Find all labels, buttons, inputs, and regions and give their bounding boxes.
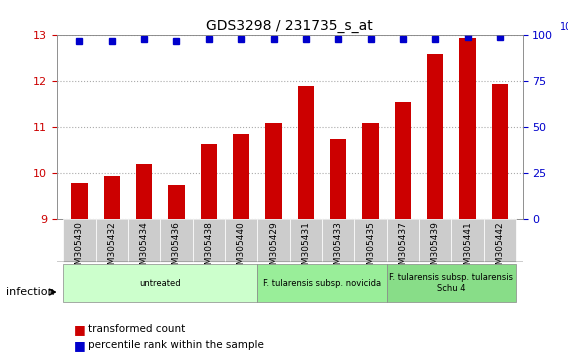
Text: transformed count: transformed count [88,324,185,334]
FancyBboxPatch shape [193,219,225,262]
Bar [72,183,87,219]
Bar [492,84,508,219]
Bar [395,102,411,219]
Title: GDS3298 / 231735_s_at: GDS3298 / 231735_s_at [206,19,373,33]
Bar [136,164,152,219]
Bar [104,176,120,219]
Bar [362,123,379,219]
Text: F. tularensis subsp. novicida: F. tularensis subsp. novicida [263,279,381,288]
Text: GSM305440: GSM305440 [237,222,246,276]
Text: F. tularensis subsp. tularensis
Schu 4: F. tularensis subsp. tularensis Schu 4 [390,274,513,293]
FancyBboxPatch shape [387,264,516,302]
Bar [427,54,443,219]
Text: GSM305434: GSM305434 [140,222,149,276]
Text: percentile rank within the sample: percentile rank within the sample [88,340,264,350]
Bar [265,123,282,219]
Text: GSM305433: GSM305433 [333,222,343,276]
FancyBboxPatch shape [257,219,290,262]
Bar [201,143,217,219]
FancyBboxPatch shape [95,219,128,262]
Text: GSM305431: GSM305431 [302,222,310,276]
Text: GSM305430: GSM305430 [75,222,84,276]
FancyBboxPatch shape [63,264,257,302]
FancyBboxPatch shape [387,219,419,262]
Text: GSM305429: GSM305429 [269,222,278,276]
Text: GSM305439: GSM305439 [431,222,440,276]
Text: GSM305438: GSM305438 [204,222,214,276]
Bar [233,134,249,219]
FancyBboxPatch shape [160,219,193,262]
FancyBboxPatch shape [419,219,452,262]
FancyBboxPatch shape [257,264,387,302]
FancyBboxPatch shape [322,219,354,262]
Text: GSM305437: GSM305437 [398,222,407,276]
Text: 100%: 100% [560,22,568,32]
Text: GSM305441: GSM305441 [463,222,472,276]
Text: GSM305436: GSM305436 [172,222,181,276]
FancyBboxPatch shape [63,219,95,262]
FancyBboxPatch shape [484,219,516,262]
FancyBboxPatch shape [354,219,387,262]
Bar [330,139,346,219]
Text: infection: infection [6,287,55,297]
Bar [298,86,314,219]
Text: GSM305435: GSM305435 [366,222,375,276]
Text: untreated: untreated [140,279,181,288]
Text: GSM305432: GSM305432 [107,222,116,276]
FancyBboxPatch shape [452,219,484,262]
Text: GSM305442: GSM305442 [495,222,504,276]
FancyBboxPatch shape [225,219,257,262]
Bar [460,38,475,219]
Text: ■: ■ [74,339,86,352]
FancyBboxPatch shape [128,219,160,262]
Text: ■: ■ [74,323,86,336]
FancyBboxPatch shape [290,219,322,262]
Bar [168,185,185,219]
